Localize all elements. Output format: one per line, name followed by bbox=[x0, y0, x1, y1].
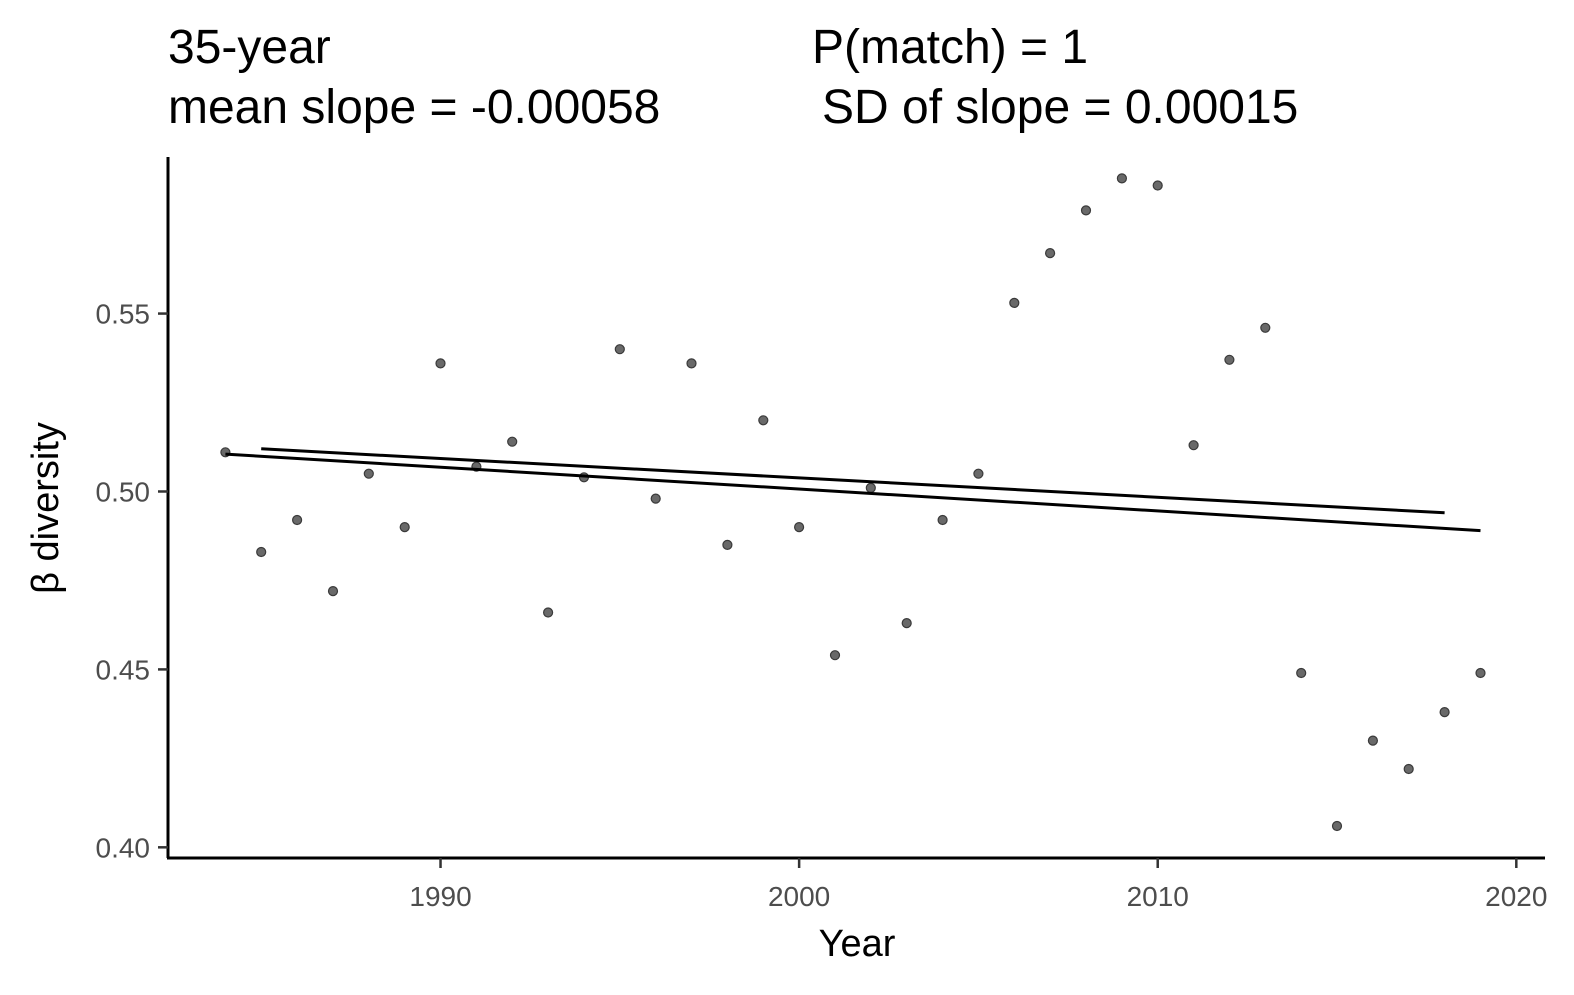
data-point-1989 bbox=[399, 521, 410, 533]
data-point-2017 bbox=[1403, 763, 1414, 775]
data-point-1992 bbox=[507, 436, 518, 447]
data-point-2009 bbox=[1116, 173, 1128, 184]
data-point-2010 bbox=[1152, 180, 1163, 191]
data-point-1990 bbox=[435, 358, 446, 369]
data-point-1987 bbox=[327, 585, 339, 597]
data-point-1986 bbox=[292, 514, 303, 526]
data-point-2008 bbox=[1080, 205, 1092, 216]
chart-title-left-line1: 35-year bbox=[168, 21, 331, 74]
x-tick-label-2020: 2020 bbox=[1485, 881, 1547, 912]
trend-line-1 bbox=[225, 452, 1481, 533]
data-point-1999 bbox=[758, 415, 769, 426]
y-tick-label-0.50: 0.50 bbox=[96, 476, 151, 507]
data-point-2015 bbox=[1331, 820, 1343, 832]
data-point-2006 bbox=[1009, 297, 1020, 308]
data-point-2001 bbox=[829, 650, 841, 661]
x-tick-label-2000: 2000 bbox=[768, 881, 830, 912]
data-point-2011 bbox=[1188, 440, 1199, 451]
trend-line-2 bbox=[261, 447, 1445, 515]
x-axis-ticks: 1990 2000 2010 2020 bbox=[409, 858, 1547, 912]
data-points bbox=[220, 173, 1486, 832]
x-axis-title: Year bbox=[819, 923, 896, 965]
data-point-2018 bbox=[1439, 706, 1450, 718]
chart-title-right-line2: SD of slope = 0.00015 bbox=[822, 81, 1299, 134]
data-point-2012 bbox=[1224, 354, 1235, 365]
data-point-1993 bbox=[542, 607, 554, 618]
y-tick-label-0.40: 0.40 bbox=[96, 832, 151, 863]
data-point-2016 bbox=[1367, 735, 1379, 746]
data-point-2007 bbox=[1044, 248, 1056, 259]
chart-title-left-line2: mean slope = -0.00058 bbox=[168, 81, 661, 134]
trend-lines bbox=[225, 447, 1481, 533]
chart-title-right-line1: P(match) = 1 bbox=[812, 21, 1089, 74]
data-point-1985 bbox=[256, 546, 267, 558]
y-axis-ticks: 0.40 0.45 0.50 0.55 bbox=[96, 299, 168, 863]
y-axis-title: β diversity bbox=[25, 422, 67, 594]
data-point-1988 bbox=[363, 468, 374, 479]
data-point-2003 bbox=[901, 617, 912, 629]
data-point-1995 bbox=[614, 344, 625, 355]
data-point-1996 bbox=[650, 493, 661, 504]
data-point-2005 bbox=[973, 468, 984, 479]
y-tick-label-0.45: 0.45 bbox=[96, 654, 151, 685]
y-tick-label-0.55: 0.55 bbox=[96, 299, 151, 330]
data-point-1998 bbox=[722, 539, 733, 551]
data-point-2000 bbox=[793, 521, 805, 533]
data-point-1997 bbox=[686, 358, 697, 369]
x-tick-label-1990: 1990 bbox=[409, 881, 471, 912]
data-point-2013 bbox=[1260, 322, 1271, 333]
x-tick-label-2010: 2010 bbox=[1127, 881, 1189, 912]
data-point-2004 bbox=[937, 514, 948, 526]
data-point-2002 bbox=[865, 482, 876, 493]
data-point-2014 bbox=[1296, 667, 1307, 679]
data-point-2019 bbox=[1475, 667, 1486, 679]
